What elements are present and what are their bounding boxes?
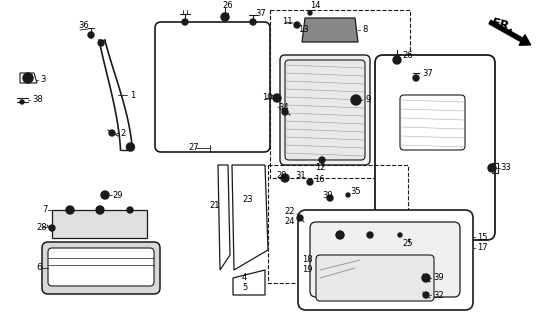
Circle shape (221, 13, 229, 21)
Text: 28: 28 (36, 222, 46, 231)
Text: 1: 1 (130, 91, 135, 100)
Circle shape (351, 95, 361, 105)
Circle shape (20, 100, 24, 104)
Circle shape (327, 195, 333, 201)
Text: 13: 13 (298, 26, 309, 35)
Circle shape (49, 225, 55, 231)
Polygon shape (233, 270, 265, 295)
Circle shape (307, 179, 313, 185)
Text: 21: 21 (209, 201, 219, 210)
Circle shape (66, 206, 74, 214)
Text: 24: 24 (284, 218, 294, 227)
Circle shape (109, 130, 115, 136)
Text: 33: 33 (500, 164, 511, 172)
Bar (52, 210, 147, 238)
Text: 17: 17 (477, 244, 488, 252)
FancyBboxPatch shape (375, 55, 495, 240)
Text: 3: 3 (40, 76, 45, 84)
Text: 22: 22 (284, 207, 294, 217)
Circle shape (346, 193, 350, 197)
Circle shape (423, 292, 429, 298)
Text: 37: 37 (255, 9, 266, 18)
Circle shape (297, 215, 303, 221)
Text: 32: 32 (433, 291, 444, 300)
Text: 14: 14 (310, 2, 321, 11)
Polygon shape (218, 165, 230, 270)
Text: 8: 8 (362, 26, 367, 35)
Circle shape (488, 164, 496, 172)
Text: 5: 5 (242, 284, 247, 292)
Text: 16: 16 (314, 175, 325, 185)
Text: 11: 11 (282, 18, 293, 27)
Circle shape (294, 22, 300, 28)
Text: 4: 4 (242, 273, 247, 282)
Circle shape (182, 19, 188, 25)
Text: 36: 36 (78, 20, 89, 29)
Text: 31: 31 (295, 171, 306, 180)
Circle shape (398, 233, 402, 237)
Text: 38: 38 (32, 95, 43, 105)
Text: 9: 9 (365, 95, 370, 105)
Text: 23: 23 (242, 196, 253, 204)
Circle shape (281, 174, 289, 182)
Text: FR.: FR. (490, 16, 516, 35)
Text: 12: 12 (315, 164, 326, 172)
Polygon shape (302, 18, 358, 42)
FancyBboxPatch shape (310, 222, 460, 297)
Text: 35: 35 (350, 188, 361, 196)
Text: 26: 26 (222, 2, 233, 11)
Circle shape (127, 207, 133, 213)
Text: 25: 25 (402, 238, 413, 247)
Circle shape (250, 19, 256, 25)
FancyBboxPatch shape (285, 60, 365, 160)
Circle shape (367, 232, 373, 238)
Text: 30: 30 (322, 190, 333, 199)
Circle shape (88, 32, 94, 38)
Text: 27: 27 (188, 143, 199, 153)
Text: 2: 2 (120, 129, 125, 138)
Bar (268, 165, 408, 283)
Polygon shape (20, 73, 37, 83)
Text: 15: 15 (477, 233, 488, 242)
Circle shape (413, 75, 419, 81)
Circle shape (273, 94, 281, 102)
FancyBboxPatch shape (48, 248, 154, 286)
Circle shape (319, 157, 325, 163)
Text: 10: 10 (262, 93, 273, 102)
Circle shape (308, 11, 312, 15)
Circle shape (96, 206, 104, 214)
FancyBboxPatch shape (280, 55, 370, 165)
Circle shape (422, 274, 430, 282)
Text: 18: 18 (302, 255, 313, 265)
Circle shape (393, 56, 401, 64)
Text: 39: 39 (433, 274, 444, 283)
Circle shape (336, 231, 344, 239)
Text: 6: 6 (36, 263, 42, 273)
FancyBboxPatch shape (42, 242, 160, 294)
Text: 20: 20 (276, 171, 287, 180)
Text: 34: 34 (278, 102, 288, 111)
FancyBboxPatch shape (316, 255, 434, 301)
Bar (270, 10, 410, 178)
Circle shape (101, 191, 109, 199)
Circle shape (126, 143, 134, 151)
FancyBboxPatch shape (298, 210, 473, 310)
Text: 19: 19 (302, 266, 313, 275)
Text: 7: 7 (42, 205, 48, 214)
Text: 29: 29 (112, 190, 123, 199)
Circle shape (98, 40, 104, 46)
Text: 37: 37 (422, 68, 433, 77)
FancyArrow shape (489, 20, 531, 45)
Text: 26: 26 (402, 51, 413, 60)
Circle shape (282, 109, 288, 115)
Circle shape (23, 73, 33, 83)
Polygon shape (232, 165, 268, 270)
